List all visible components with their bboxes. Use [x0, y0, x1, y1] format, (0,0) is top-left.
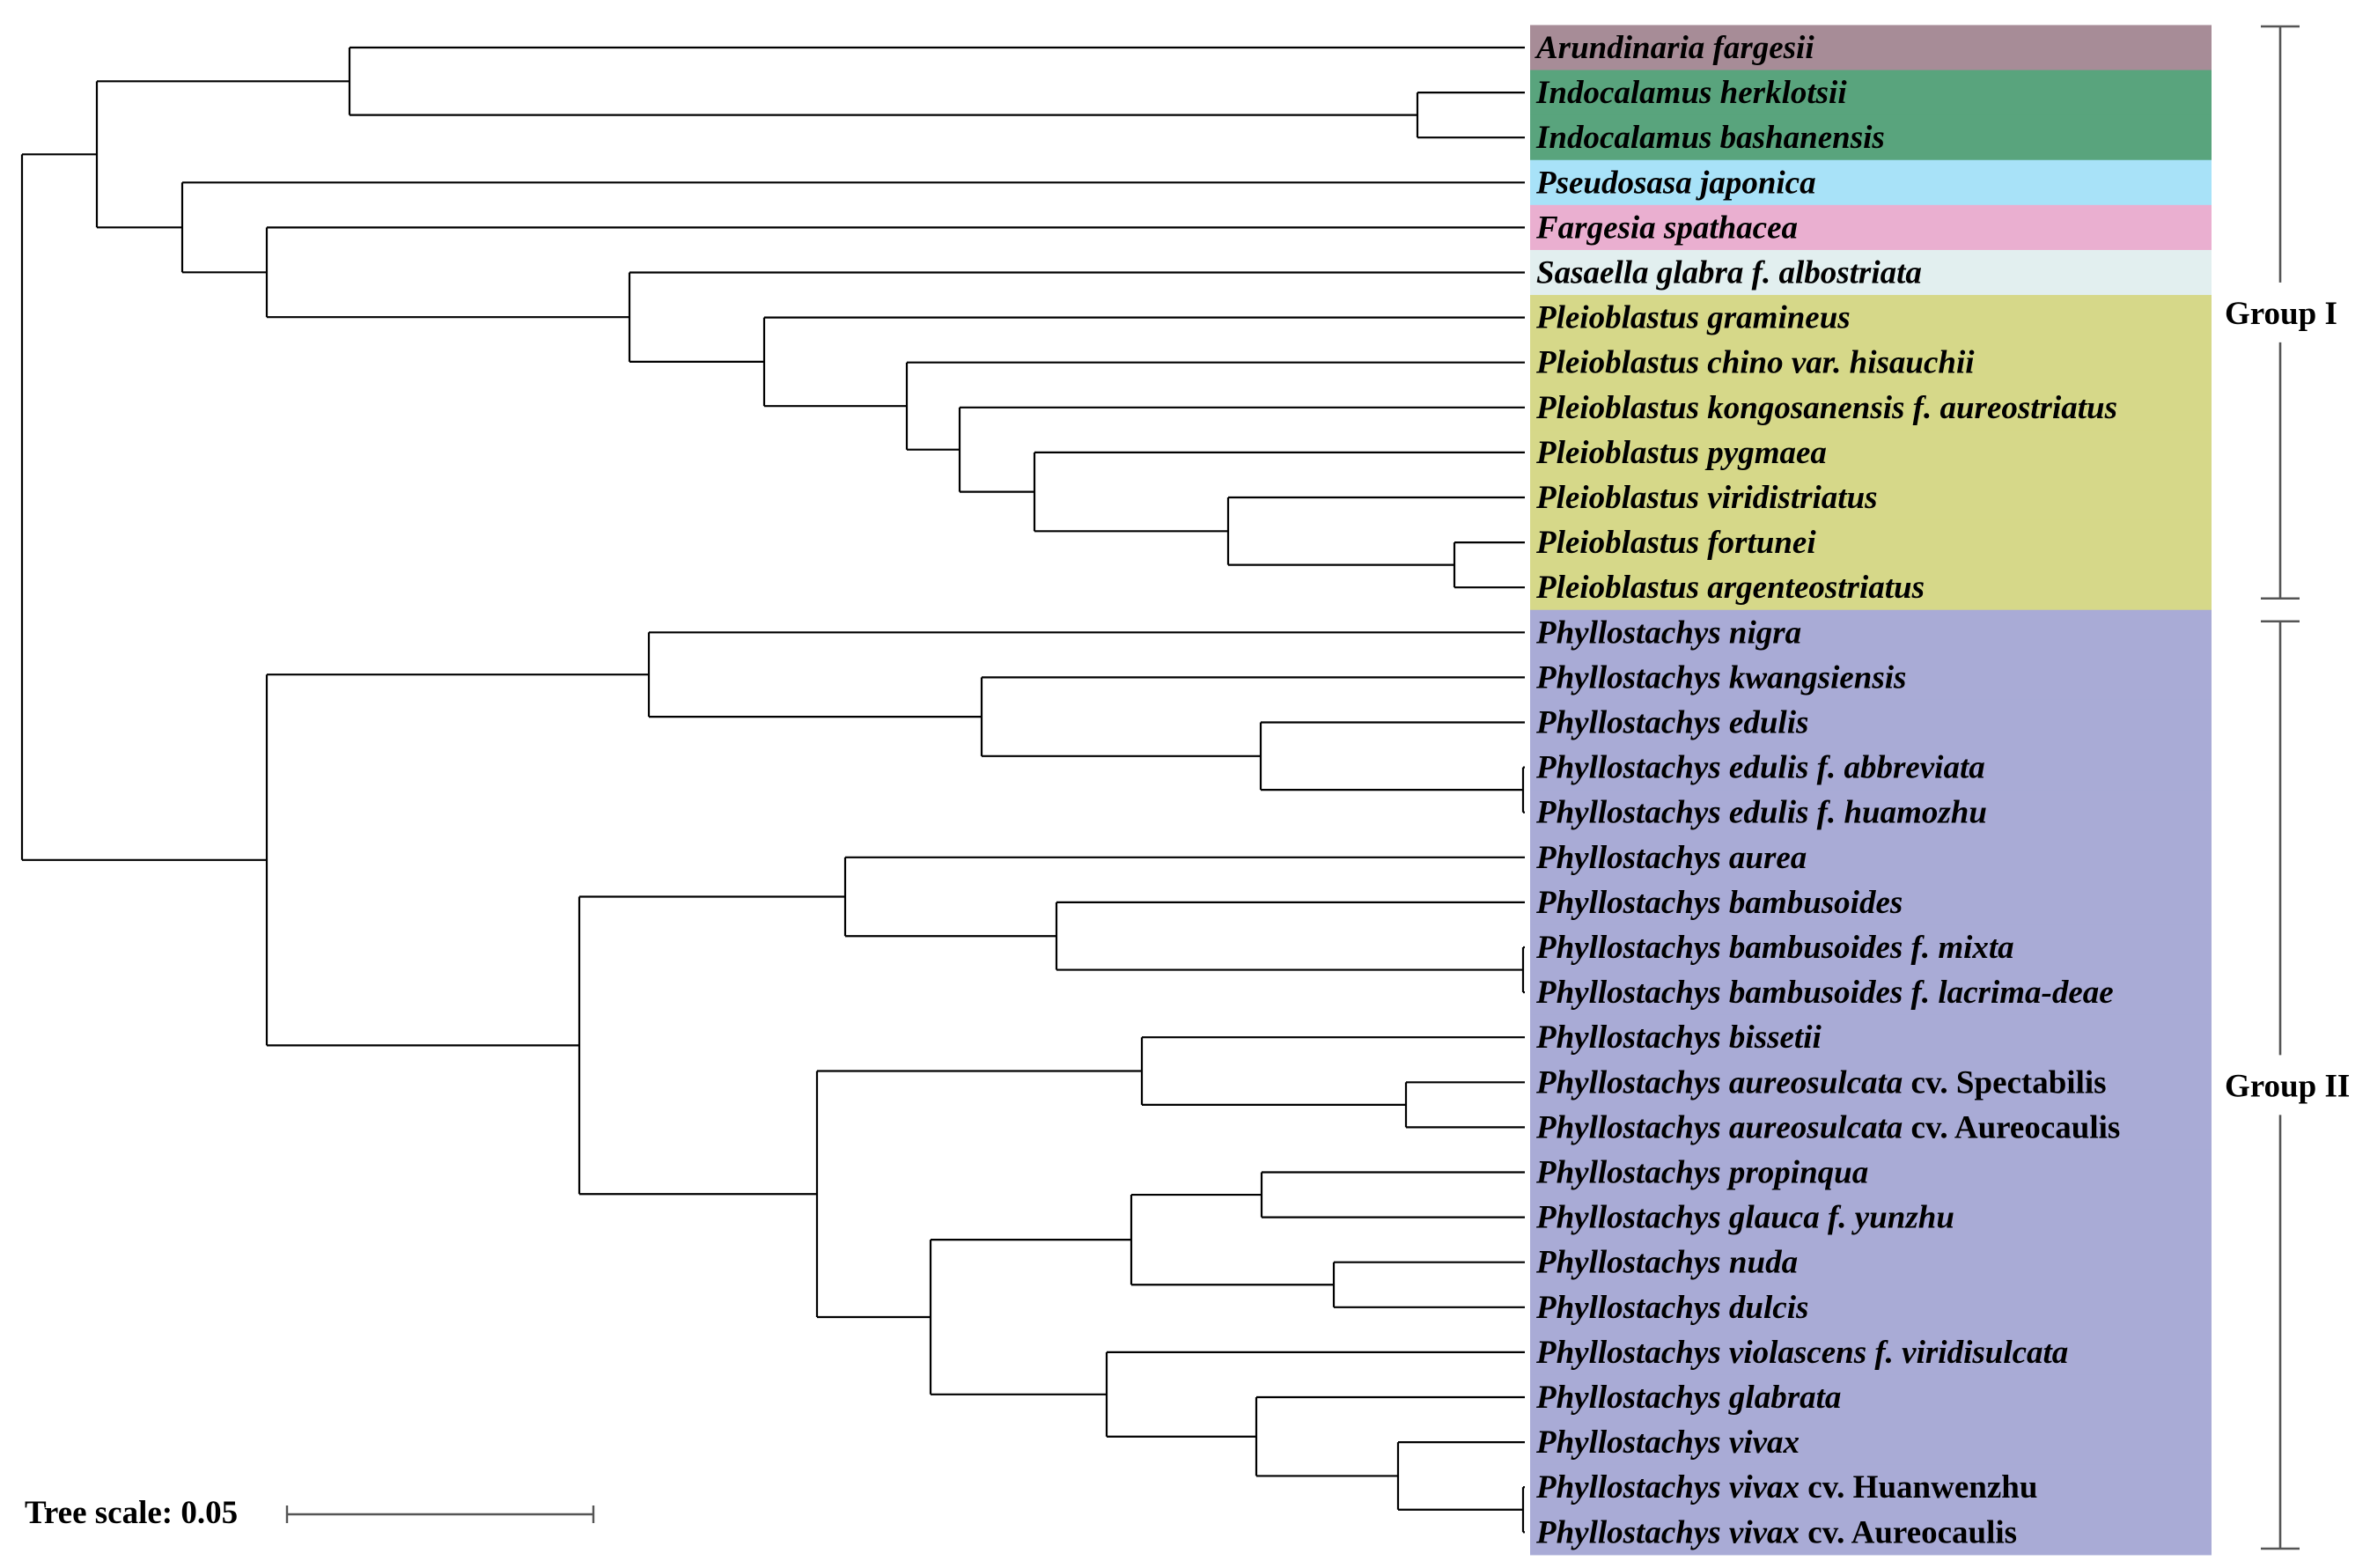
leaf-label-italic: Phyllostachys bambusoides f. mixta — [1535, 930, 2014, 966]
leaf-label-italic: Phyllostachys nuda — [1535, 1245, 1798, 1281]
leaf-label-italic: Phyllostachys edulis f. abbreviata — [1535, 750, 1985, 786]
leaf-label: Phyllostachys edulis f. huamozhu — [1535, 795, 1987, 831]
leaf-label: Phyllostachys bambusoides — [1535, 885, 1903, 921]
tree-scale: Tree scale: 0.05 — [25, 1495, 593, 1531]
leaf-label: Phyllostachys bissetii — [1535, 1020, 1822, 1056]
leaf-label-italic: Phyllostachys bambusoides f. lacrima-dea… — [1535, 975, 2114, 1011]
leaf-label: Sasaella glabra f. albostriata — [1536, 255, 1922, 291]
leaf-label-italic: Pleioblastus argenteostriatus — [1535, 570, 1925, 606]
leaf-label-italic: Indocalamus herklotsii — [1535, 75, 1847, 111]
leaf-label: Phyllostachys glabrata — [1535, 1380, 1841, 1416]
leaf-label: Indocalamus bashanensis — [1535, 120, 1885, 156]
leaf-label-italic: Phyllostachys vivax — [1535, 1424, 1800, 1461]
leaf-label: Phyllostachys propinqua — [1535, 1155, 1868, 1191]
leaf-label: Pleioblastus chino var. hisauchii — [1535, 345, 1975, 381]
leaf-label: Phyllostachys bambusoides f. mixta — [1535, 930, 2014, 966]
leaf-label-italic: Phyllostachys glabrata — [1535, 1380, 1841, 1416]
leaf-label-italic: Phyllostachys violascens f. viridisulcat… — [1535, 1335, 2068, 1371]
leaf-label-italic: Pleioblastus gramineus — [1535, 300, 1851, 336]
leaf-label-italic: Phyllostachys glauca f. yunzhu — [1535, 1200, 1954, 1236]
leaf-label: Phyllostachys aureosulcata cv. Spectabil… — [1535, 1064, 2107, 1101]
leaf-label: Phyllostachys vivax cv. Aureocaulis — [1535, 1514, 2017, 1550]
group-label: Group I — [2225, 296, 2337, 332]
leaf-label: Phyllostachys aureosulcata cv. Aureocaul… — [1535, 1109, 2120, 1145]
leaf-label-italic: Phyllostachys dulcis — [1535, 1290, 1808, 1326]
leaf-label: Phyllostachys aurea — [1535, 840, 1807, 876]
leaf-label-cultivar: cv. Spectabilis — [1903, 1064, 2106, 1101]
group-brackets: Group I Group II — [2225, 26, 2350, 1549]
leaf-label: Pleioblastus pygmaea — [1535, 435, 1827, 471]
leaf-label: Phyllostachys nuda — [1535, 1245, 1798, 1281]
leaf-label-italic: Phyllostachys kwangsiensis — [1535, 659, 1906, 696]
leaf-label: Pleioblastus viridistriatus — [1535, 480, 1878, 516]
phylogenetic-tree: Arundinaria fargesii Indocalamus herklots… — [0, 0, 2370, 1568]
leaf-label: Arundinaria fargesii — [1535, 30, 1814, 66]
leaf-label-italic: Phyllostachys aureosulcata — [1535, 1064, 1903, 1101]
leaf-label: Phyllostachys vivax — [1535, 1424, 1800, 1461]
leaf-label: Phyllostachys bambusoides f. lacrima-dea… — [1535, 975, 2114, 1011]
leaf-label-cultivar: cv. Aureocaulis — [1800, 1514, 2017, 1550]
leaf-label-italic: Pleioblastus fortunei — [1535, 525, 1816, 561]
tree-branches — [22, 48, 1525, 1532]
leaf-label: Phyllostachys glauca f. yunzhu — [1535, 1200, 1954, 1236]
leaf-label-italic: Phyllostachys bambusoides — [1535, 885, 1903, 921]
leaf-label: Pleioblastus kongosanensis f. aureostria… — [1535, 390, 2117, 426]
leaf-label-italic: Phyllostachys nigra — [1535, 615, 1801, 651]
leaf-label: Phyllostachys vivax cv. Huanwenzhu — [1535, 1469, 2037, 1505]
leaf-label-italic: Phyllostachys vivax — [1535, 1514, 1800, 1550]
group-label: Group II — [2225, 1068, 2350, 1104]
leaf-label: Fargesia spathacea — [1535, 210, 1798, 246]
leaf-label: Phyllostachys kwangsiensis — [1535, 659, 1906, 696]
leaf-label-italic: Phyllostachys aurea — [1535, 840, 1807, 876]
leaf-label: Phyllostachys edulis — [1535, 705, 1808, 741]
leaf-label-italic: Arundinaria fargesii — [1535, 30, 1814, 66]
leaf-label-italic: Pleioblastus kongosanensis f. aureostria… — [1535, 390, 2117, 426]
leaf-label: Pleioblastus gramineus — [1535, 300, 1851, 336]
leaf-label: Phyllostachys nigra — [1535, 615, 1801, 651]
tree-scale-label: Tree scale: 0.05 — [25, 1495, 238, 1531]
leaf-label: Pseudosasa japonica — [1535, 165, 1816, 201]
leaf-label-italic: Phyllostachys edulis — [1535, 705, 1808, 741]
leaf-label-cultivar: cv. Aureocaulis — [1903, 1109, 2120, 1145]
leaf-label-italic: Sasaella glabra f. albostriata — [1536, 255, 1922, 291]
leaf-label: Phyllostachys violascens f. viridisulcat… — [1535, 1335, 2068, 1371]
leaf-label-italic: Indocalamus bashanensis — [1535, 120, 1885, 156]
leaf-label: Pleioblastus fortunei — [1535, 525, 1816, 561]
leaf-label-italic: Phyllostachys bissetii — [1535, 1020, 1822, 1056]
leaf-label: Pleioblastus argenteostriatus — [1535, 570, 1925, 606]
leaf-label-italic: Phyllostachys aureosulcata — [1535, 1109, 1903, 1145]
leaf-label-italic: Phyllostachys edulis f. huamozhu — [1535, 795, 1987, 831]
leaf-label-italic: Phyllostachys vivax — [1535, 1469, 1800, 1505]
leaf-label-italic: Pleioblastus chino var. hisauchii — [1535, 345, 1975, 381]
leaf-label-italic: Fargesia spathacea — [1535, 210, 1798, 246]
leaf-label-italic: Pleioblastus viridistriatus — [1535, 480, 1878, 516]
leaf-label: Phyllostachys edulis f. abbreviata — [1535, 750, 1985, 786]
leaf-label: Phyllostachys dulcis — [1535, 1290, 1808, 1326]
leaf-label-italic: Pseudosasa japonica — [1535, 165, 1816, 201]
leaf-label: Indocalamus herklotsii — [1535, 75, 1847, 111]
leaf-label-italic: Phyllostachys propinqua — [1535, 1155, 1868, 1191]
leaf-label-italic: Pleioblastus pygmaea — [1535, 435, 1827, 471]
leaf-label-cultivar: cv. Huanwenzhu — [1800, 1469, 2037, 1505]
